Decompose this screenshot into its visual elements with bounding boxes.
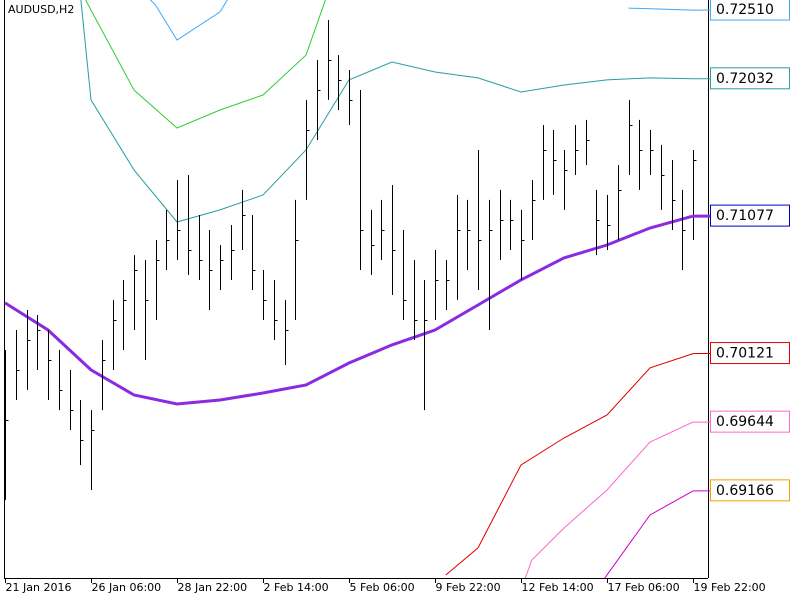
chart-title: AUDUSD,H2	[8, 3, 74, 16]
x-tick-label: 17 Feb 06:00	[608, 581, 680, 594]
indicator-line	[80, 0, 694, 223]
price-label-box	[710, 410, 790, 433]
price-label-box	[710, 0, 790, 21]
price-label-box	[710, 204, 790, 227]
price-label: 0.69166	[716, 483, 774, 499]
price-label-box	[710, 67, 790, 90]
price-label: 0.72032	[716, 71, 774, 87]
price-label: 0.70121	[716, 346, 774, 362]
price-label-box	[710, 479, 790, 502]
price-label: 0.72510	[716, 2, 774, 18]
price-bars	[5, 19, 697, 500]
price-label: 0.69644	[716, 414, 774, 430]
indicator-line	[524, 421, 694, 578]
x-tick-label: 19 Feb 22:00	[694, 581, 766, 594]
x-tick-label: 26 Jan 06:00	[92, 581, 162, 594]
indicator-line	[4, 214, 694, 406]
indicator-line	[445, 353, 694, 576]
x-tick-label: 21 Jan 2016	[6, 581, 72, 594]
price-label: 0.71077	[716, 208, 774, 224]
x-tick-label: 9 Feb 22:00	[436, 581, 501, 594]
x-tick-label: 5 Feb 06:00	[350, 581, 415, 594]
indicator-lines	[4, 0, 694, 578]
price-label-box	[710, 342, 790, 365]
indicator-line	[604, 490, 694, 578]
x-tick-label: 2 Feb 14:00	[264, 581, 329, 594]
indicator-line	[149, 0, 694, 41]
x-tick-label: 12 Feb 14:00	[522, 581, 594, 594]
indicator-line	[85, 0, 326, 129]
x-tick-label: 28 Jan 22:00	[178, 581, 248, 594]
